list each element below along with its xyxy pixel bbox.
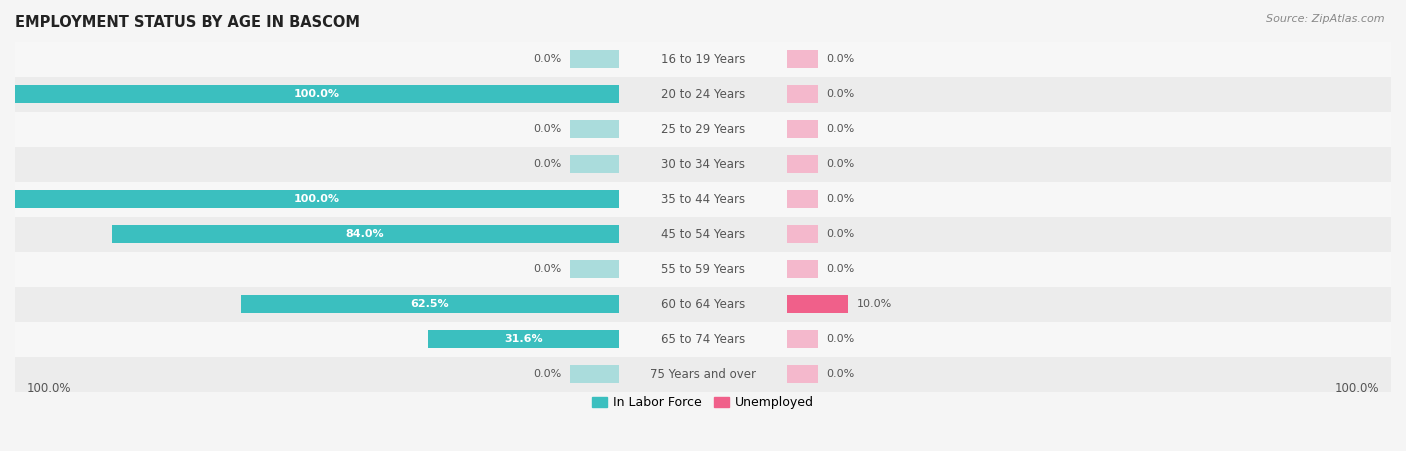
Text: 30 to 34 Years: 30 to 34 Years bbox=[661, 158, 745, 171]
Bar bbox=[15, 147, 1391, 182]
Text: 0.0%: 0.0% bbox=[533, 124, 561, 134]
Text: 10.0%: 10.0% bbox=[856, 299, 893, 309]
Text: 20 to 24 Years: 20 to 24 Years bbox=[661, 87, 745, 101]
Bar bbox=[15, 112, 1391, 147]
Bar bbox=[15, 85, 619, 103]
Bar bbox=[15, 252, 1391, 287]
Text: 0.0%: 0.0% bbox=[827, 54, 855, 64]
Bar bbox=[242, 295, 619, 313]
Text: 0.0%: 0.0% bbox=[533, 159, 561, 169]
Text: 0.0%: 0.0% bbox=[533, 369, 561, 379]
Text: 0.0%: 0.0% bbox=[533, 54, 561, 64]
Text: 31.6%: 31.6% bbox=[503, 334, 543, 345]
Bar bbox=[571, 155, 619, 173]
Text: 100.0%: 100.0% bbox=[1334, 382, 1379, 395]
Text: 16 to 19 Years: 16 to 19 Years bbox=[661, 53, 745, 66]
Bar bbox=[787, 225, 818, 244]
Text: 0.0%: 0.0% bbox=[827, 159, 855, 169]
Bar bbox=[787, 330, 818, 349]
Text: 0.0%: 0.0% bbox=[827, 194, 855, 204]
Bar bbox=[571, 260, 619, 278]
Bar bbox=[111, 225, 619, 244]
Bar bbox=[15, 77, 1391, 112]
Text: 0.0%: 0.0% bbox=[533, 264, 561, 274]
Bar bbox=[15, 357, 1391, 392]
Bar bbox=[15, 41, 1391, 77]
Text: 60 to 64 Years: 60 to 64 Years bbox=[661, 298, 745, 311]
Text: 0.0%: 0.0% bbox=[827, 369, 855, 379]
Bar bbox=[571, 120, 619, 138]
Bar bbox=[427, 330, 619, 349]
Bar bbox=[787, 155, 818, 173]
Bar bbox=[15, 182, 1391, 217]
Bar bbox=[571, 365, 619, 383]
Bar bbox=[15, 190, 619, 208]
Text: 55 to 59 Years: 55 to 59 Years bbox=[661, 263, 745, 276]
Bar bbox=[571, 50, 619, 68]
Text: 25 to 29 Years: 25 to 29 Years bbox=[661, 123, 745, 136]
Bar bbox=[787, 85, 818, 103]
Bar bbox=[787, 50, 818, 68]
Bar bbox=[15, 322, 1391, 357]
Bar bbox=[787, 295, 848, 313]
Text: 0.0%: 0.0% bbox=[827, 229, 855, 239]
Text: 0.0%: 0.0% bbox=[827, 264, 855, 274]
Bar bbox=[787, 120, 818, 138]
Legend: In Labor Force, Unemployed: In Labor Force, Unemployed bbox=[586, 391, 820, 414]
Bar bbox=[15, 287, 1391, 322]
Text: 0.0%: 0.0% bbox=[827, 334, 855, 345]
Text: EMPLOYMENT STATUS BY AGE IN BASCOM: EMPLOYMENT STATUS BY AGE IN BASCOM bbox=[15, 15, 360, 30]
Text: 100.0%: 100.0% bbox=[294, 89, 340, 99]
Bar bbox=[15, 217, 1391, 252]
Bar bbox=[787, 365, 818, 383]
Text: 35 to 44 Years: 35 to 44 Years bbox=[661, 193, 745, 206]
Bar bbox=[787, 260, 818, 278]
Text: Source: ZipAtlas.com: Source: ZipAtlas.com bbox=[1267, 14, 1385, 23]
Text: 75 Years and over: 75 Years and over bbox=[650, 368, 756, 381]
Text: 100.0%: 100.0% bbox=[294, 194, 340, 204]
Text: 0.0%: 0.0% bbox=[827, 89, 855, 99]
Bar bbox=[787, 190, 818, 208]
Text: 62.5%: 62.5% bbox=[411, 299, 450, 309]
Text: 45 to 54 Years: 45 to 54 Years bbox=[661, 228, 745, 241]
Text: 84.0%: 84.0% bbox=[346, 229, 384, 239]
Text: 100.0%: 100.0% bbox=[27, 382, 72, 395]
Text: 65 to 74 Years: 65 to 74 Years bbox=[661, 333, 745, 346]
Text: 0.0%: 0.0% bbox=[827, 124, 855, 134]
